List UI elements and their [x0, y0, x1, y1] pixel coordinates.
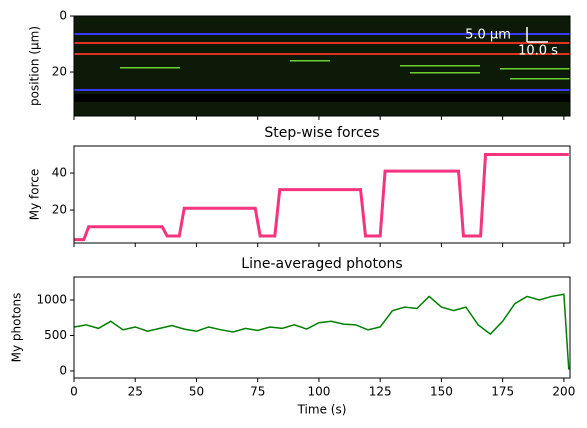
axes-frame	[73, 15, 571, 117]
x-tick-label: 175	[491, 385, 514, 399]
x-axis-label: Time (s)	[297, 403, 347, 417]
y-axis-label: My photons	[10, 293, 24, 363]
panel-title: Step-wise forces	[264, 125, 379, 141]
y-tick-label: 1000	[36, 292, 67, 306]
x-tick-label: 75	[250, 385, 265, 399]
y-tick-label: 20	[52, 203, 67, 217]
data-line	[73, 293, 570, 370]
axes-frame	[73, 276, 571, 379]
axes-frame	[73, 145, 571, 244]
y-tick-label: 500	[44, 328, 67, 342]
x-tick-label: 200	[552, 385, 575, 399]
y-axis-label: position (µm)	[28, 26, 42, 106]
y-tick-label: 20	[52, 65, 67, 79]
y-tick-label: 0	[59, 9, 67, 23]
x-tick-label: 100	[307, 385, 330, 399]
x-tick-label: 125	[369, 385, 392, 399]
x-tick-label: 25	[128, 385, 143, 399]
x-tick-label: 150	[430, 385, 453, 399]
scale-bar-label: 10.0 s	[518, 44, 558, 59]
y-tick-label: 0	[59, 363, 67, 377]
scale-bar-label: 5.0 µm	[465, 28, 511, 43]
kymograph	[74, 16, 570, 116]
y-axis-label: My force	[28, 169, 42, 221]
x-tick-label: 50	[189, 385, 204, 399]
x-tick-label: 0	[70, 385, 78, 399]
y-tick-label: 40	[52, 166, 67, 180]
panel-title: Line-averaged photons	[241, 256, 402, 272]
data-line	[74, 153, 569, 242]
